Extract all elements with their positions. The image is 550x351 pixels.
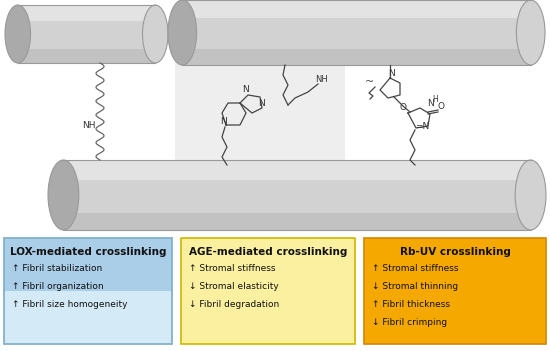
Ellipse shape — [168, 0, 196, 65]
Bar — [63, 160, 531, 230]
Ellipse shape — [5, 5, 30, 63]
Text: Rb-UV crosslinking: Rb-UV crosslinking — [399, 247, 510, 257]
Text: H: H — [432, 95, 438, 104]
Text: N: N — [258, 99, 265, 108]
Bar — [4, 238, 172, 291]
Text: ~: ~ — [365, 77, 374, 87]
Bar — [18, 5, 155, 63]
Text: ↓ Stromal thinning: ↓ Stromal thinning — [372, 282, 458, 291]
Bar — [182, 49, 531, 65]
Text: ↓ Fibril degradation: ↓ Fibril degradation — [189, 300, 279, 309]
Text: LOX-mediated crosslinking: LOX-mediated crosslinking — [10, 247, 166, 257]
Bar — [364, 238, 546, 344]
Bar — [4, 291, 172, 344]
Ellipse shape — [515, 160, 546, 230]
Bar — [63, 212, 531, 230]
Text: N: N — [242, 85, 249, 94]
Text: O: O — [438, 102, 445, 111]
Bar — [182, 0, 531, 65]
Ellipse shape — [48, 160, 79, 230]
Text: ↓ Fibril crimping: ↓ Fibril crimping — [372, 318, 447, 327]
Text: ↑ Fibril size homogeneity: ↑ Fibril size homogeneity — [12, 300, 128, 309]
Bar — [175, 62, 345, 222]
Text: NH: NH — [315, 75, 328, 84]
Text: ↑ Fibril thickness: ↑ Fibril thickness — [372, 300, 450, 309]
Text: O: O — [400, 103, 407, 112]
Text: ↑ Stromal stiffness: ↑ Stromal stiffness — [189, 264, 276, 273]
Bar — [63, 160, 531, 180]
Text: ↑ Stromal stiffness: ↑ Stromal stiffness — [372, 264, 459, 273]
Bar — [18, 5, 155, 21]
Text: N: N — [220, 117, 227, 126]
Text: ↑ Fibril organization: ↑ Fibril organization — [12, 282, 103, 291]
Ellipse shape — [516, 0, 545, 65]
Text: N: N — [388, 69, 395, 78]
Text: ↑ Fibril stabilization: ↑ Fibril stabilization — [12, 264, 102, 273]
Text: NH: NH — [82, 121, 96, 130]
Bar — [181, 238, 355, 344]
Text: ↓ Stromal elasticity: ↓ Stromal elasticity — [189, 282, 279, 291]
Text: =N: =N — [415, 122, 429, 131]
Text: AGE-mediated crosslinking: AGE-mediated crosslinking — [189, 247, 347, 257]
Text: N: N — [427, 99, 434, 108]
Ellipse shape — [142, 5, 168, 63]
Bar — [182, 0, 531, 18]
Bar — [18, 48, 155, 63]
